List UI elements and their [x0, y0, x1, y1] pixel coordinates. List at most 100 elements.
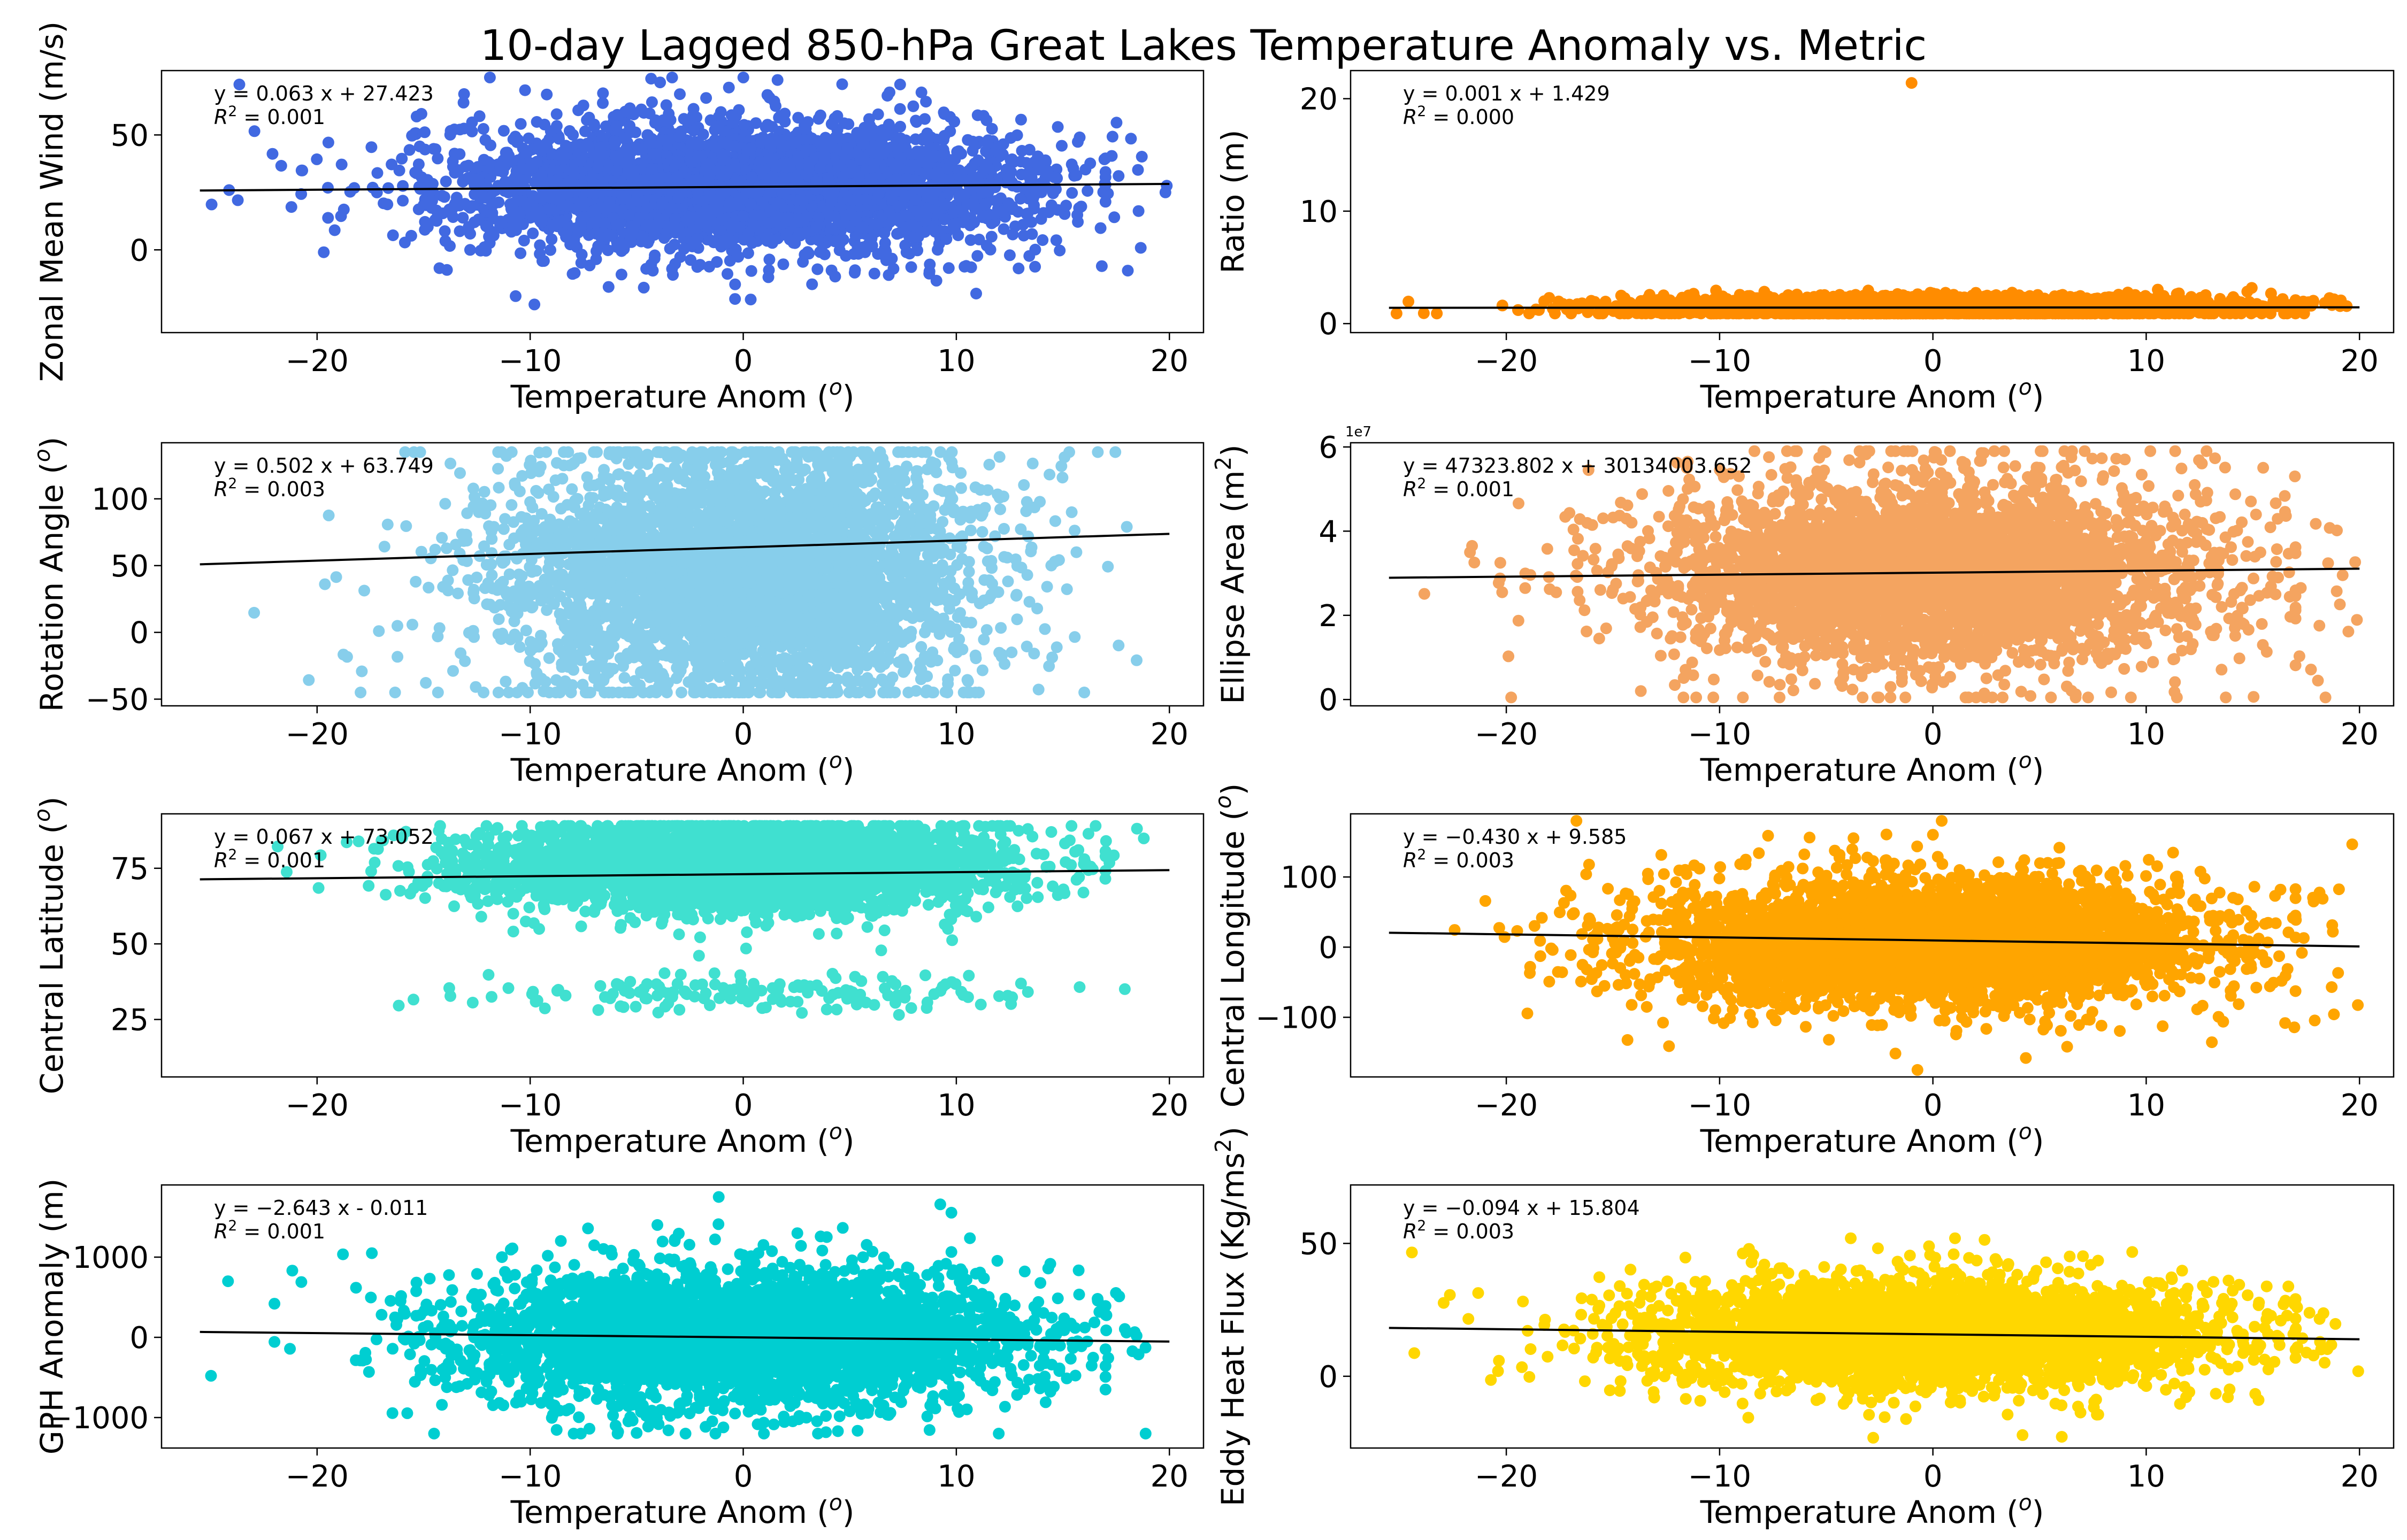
scatter-point: [454, 199, 466, 212]
scatter-point: [915, 86, 927, 98]
scatter-point: [983, 208, 995, 220]
scatter-point: [669, 159, 681, 171]
scatter-point: [865, 173, 877, 186]
x-tick-label: 0: [734, 344, 753, 379]
scatter-point: [589, 204, 602, 216]
scatter-point: [1113, 170, 1125, 182]
scatter-point: [802, 246, 814, 258]
scatter-point: [746, 171, 758, 183]
scatter-point: [579, 125, 591, 137]
scatter-point: [511, 136, 523, 148]
scatter-point: [463, 173, 476, 185]
scatter-point: [344, 186, 356, 198]
scatter-point: [763, 91, 776, 104]
scatter-point: [894, 120, 906, 133]
scatter-point: [457, 212, 469, 224]
x-tick-label: −10: [499, 344, 562, 379]
scatter-point: [777, 158, 789, 170]
scatter-point: [860, 193, 872, 205]
scatter-point: [432, 152, 444, 165]
scatter-point: [980, 158, 993, 170]
scatter-point: [1052, 121, 1064, 133]
scatter-point: [248, 125, 260, 137]
scatter-point: [645, 73, 657, 85]
scatter-point: [646, 163, 658, 175]
scatter-point: [649, 117, 661, 129]
scatter-point: [967, 135, 979, 148]
scatter-point: [266, 148, 279, 160]
scatter-point: [430, 204, 442, 217]
scatter-point: [453, 164, 465, 176]
scatter-point: [1003, 249, 1016, 261]
scatter-point: [686, 174, 699, 186]
scatter-point: [638, 281, 650, 294]
scatter-point: [623, 209, 635, 221]
scatter-point: [1132, 205, 1145, 217]
scatter-point: [647, 148, 660, 160]
scatter-point: [857, 138, 870, 150]
scatter-point: [478, 241, 490, 253]
scatter-point: [894, 152, 907, 164]
scatter-point: [961, 198, 973, 211]
scatter-point: [894, 79, 906, 90]
scatter-point: [485, 139, 496, 151]
scatter-point: [439, 225, 451, 237]
scatter-point: [429, 214, 441, 226]
scatter-point: [691, 261, 703, 273]
scatter-point: [970, 288, 982, 299]
scatter-point: [654, 76, 666, 89]
scatter-point: [1072, 136, 1084, 148]
scatter-point: [932, 166, 945, 178]
scatter-point: [787, 237, 800, 249]
scatter-point: [541, 88, 553, 101]
scatter-point: [338, 203, 350, 215]
scatter-point: [575, 257, 587, 269]
scatter-points: [205, 71, 1173, 311]
scatter-point: [721, 163, 733, 175]
scatter-point: [847, 194, 859, 206]
scatter-point: [550, 108, 563, 120]
scatter-point: [1110, 117, 1123, 129]
scatter-point: [515, 247, 527, 259]
scatter-point: [510, 290, 522, 302]
scatter-point: [599, 217, 611, 229]
scatter-point: [980, 198, 992, 211]
scatter-point: [909, 133, 922, 145]
scatter-point: [971, 250, 984, 262]
scatter-point: [984, 177, 996, 189]
scatter-point: [712, 111, 725, 123]
scatter-point: [664, 242, 676, 255]
scatter-point: [518, 234, 530, 247]
scatter-point: [646, 96, 658, 109]
scatter-point: [942, 262, 955, 274]
fit-r2: R2 = 0.001: [214, 103, 325, 129]
scatter-point: [712, 120, 725, 133]
scatter-point: [800, 122, 812, 135]
scatter-point: [608, 135, 620, 147]
scatter-point: [1005, 154, 1017, 166]
scatter-point: [1070, 169, 1083, 181]
scatter-point: [812, 212, 825, 224]
fit-equation: y = 0.063 x + 27.423: [214, 82, 434, 105]
scatter-point: [907, 219, 918, 231]
scatter-point: [1134, 242, 1147, 254]
scatter-point: [762, 271, 775, 283]
scatter-point: [458, 88, 470, 100]
scatter-point: [562, 188, 574, 201]
scatter-point: [685, 138, 697, 150]
scatter-point: [645, 182, 657, 195]
scatter-point: [697, 195, 710, 207]
scatter-point: [514, 195, 526, 207]
scatter-point: [883, 118, 895, 130]
scatter-point: [822, 172, 834, 184]
scatter-point: [427, 178, 439, 190]
scatter-point: [901, 173, 913, 185]
scatter-point: [642, 129, 654, 141]
scatter-point: [1032, 159, 1044, 172]
scatter-point: [814, 109, 826, 121]
scatter-point: [365, 141, 378, 153]
scatter-point: [909, 194, 922, 206]
scatter-point: [766, 234, 778, 246]
scatter-point: [894, 103, 906, 115]
